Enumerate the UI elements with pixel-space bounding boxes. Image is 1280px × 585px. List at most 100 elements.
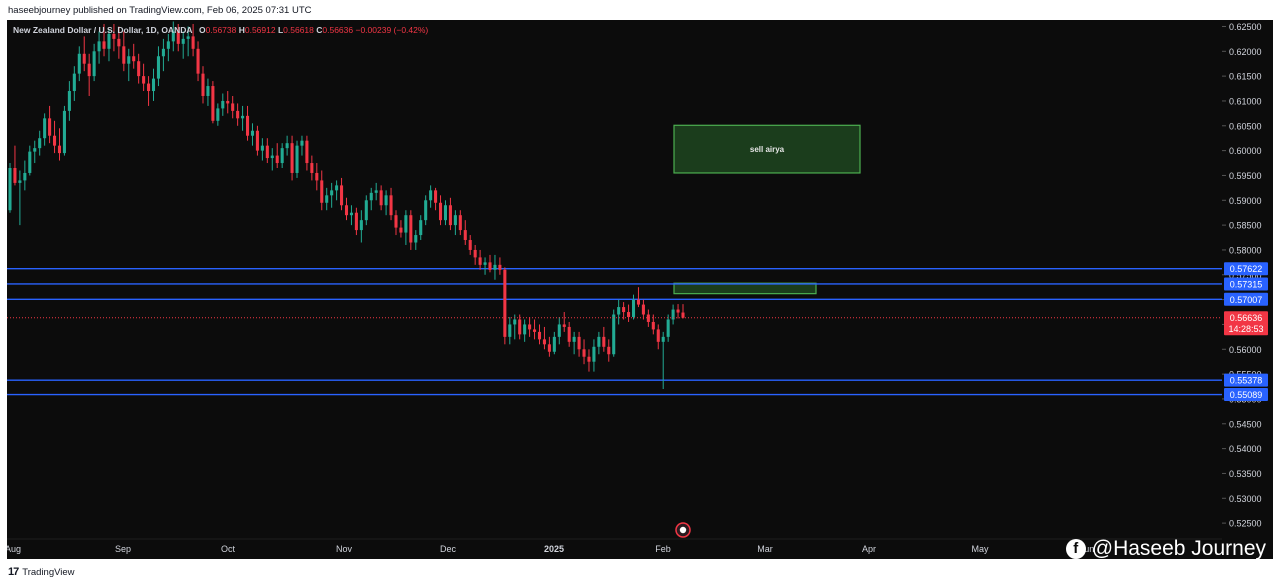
candle-body xyxy=(112,33,116,39)
candle-body xyxy=(221,100,225,109)
candle-body xyxy=(607,346,611,355)
candle-body xyxy=(443,205,448,221)
candle-body xyxy=(107,33,111,49)
candle-body xyxy=(67,91,71,111)
candle-body xyxy=(354,212,358,231)
candle-body xyxy=(241,115,245,119)
x-tick-label: 2025 xyxy=(544,544,564,554)
candle-body xyxy=(310,163,314,173)
candle-body xyxy=(359,220,363,231)
candle-body xyxy=(33,148,37,152)
candle-body xyxy=(414,235,418,243)
tradingview-logo-icon: 17 xyxy=(8,566,19,578)
candle-body xyxy=(369,192,373,201)
candle-body xyxy=(280,148,284,164)
tradingview-logo[interactable]: 17 TradingView xyxy=(8,566,75,578)
candle-body xyxy=(468,240,472,250)
candle-body xyxy=(671,309,675,320)
candle-body xyxy=(142,76,146,84)
candle-body xyxy=(537,331,542,340)
y-tick-label: 0.59000 xyxy=(1229,196,1262,206)
candle-body xyxy=(641,304,645,315)
ohlc-value: 0.56738 xyxy=(206,25,239,35)
ohlc-change: −0.00239 (−0.42%) xyxy=(355,25,428,35)
y-tick-label: 0.62000 xyxy=(1229,47,1262,57)
candle-body xyxy=(216,108,220,121)
candle-body xyxy=(503,269,507,337)
candle-body xyxy=(285,143,289,149)
candle-body xyxy=(87,63,91,77)
y-tick-label: 0.53000 xyxy=(1229,494,1262,504)
candle-body xyxy=(265,145,269,159)
level-price-tag xyxy=(1224,373,1268,387)
candle-body xyxy=(161,48,165,57)
candle-body xyxy=(622,307,626,313)
candle-body xyxy=(547,344,551,352)
candle-body xyxy=(542,339,546,345)
candle-body xyxy=(458,215,462,231)
watermark-text: @Haseeb Journey xyxy=(1091,537,1266,560)
candle-body xyxy=(666,319,670,337)
ohlc-value: 0.56912 xyxy=(245,25,278,35)
candle-body xyxy=(18,180,22,183)
level-price-tag xyxy=(1224,277,1268,291)
footer-bar xyxy=(0,559,1280,585)
candle-body xyxy=(176,31,180,44)
countdown-label: 14:28:53 xyxy=(1228,324,1263,334)
y-tick-label: 0.61500 xyxy=(1229,72,1262,82)
x-tick-label: Jun xyxy=(1080,544,1095,554)
candle-body xyxy=(562,324,566,327)
candle-body xyxy=(255,130,259,151)
candle-body xyxy=(82,53,86,64)
candle-body xyxy=(424,200,428,221)
candle-body xyxy=(320,180,324,203)
candle-body xyxy=(676,309,680,313)
candle-body xyxy=(483,262,487,265)
y-tick-label: 0.56000 xyxy=(1229,345,1262,355)
candle-body xyxy=(488,262,492,270)
candle-body xyxy=(419,220,423,236)
chart-area[interactable]: 0.62500 0.62000 0.61500 0.61000 0.60500 0.600… xyxy=(7,20,1273,559)
candle-body xyxy=(567,326,571,342)
candle-body xyxy=(181,38,185,44)
level-price-label: 0.57007 xyxy=(1230,295,1263,305)
candle-body xyxy=(92,51,96,77)
candle-body xyxy=(28,151,32,173)
candle-body xyxy=(409,215,413,243)
price-chart[interactable]: 0.62500 0.62000 0.61500 0.61000 0.60500 0.600… xyxy=(7,20,1273,559)
level-price-tag xyxy=(1224,388,1268,402)
y-tick-label: 0.58000 xyxy=(1229,245,1262,255)
facebook-icon: f xyxy=(1065,539,1086,559)
candle-body xyxy=(528,324,532,330)
y-tick-label: 0.54500 xyxy=(1229,419,1262,429)
candle-body xyxy=(211,86,215,121)
symbol-title: New Zealand Dollar / U.S. Dollar, 1D, OA… xyxy=(13,25,192,35)
ohlc-key: L xyxy=(278,25,283,35)
sell-zone-box[interactable] xyxy=(673,124,861,174)
candle-body xyxy=(275,155,279,164)
candle-body xyxy=(533,329,537,332)
candle-body xyxy=(72,73,76,92)
publish-header: haseebjourney published on TradingView.c… xyxy=(0,0,1280,20)
candle-body xyxy=(77,53,81,74)
candle-body xyxy=(295,145,299,173)
candle-body xyxy=(53,135,57,146)
candle-body xyxy=(48,118,52,136)
ohlc-legend: O0.56738 H0.56912 L0.56618 C0.56636 −0.0… xyxy=(199,25,428,35)
candle-body xyxy=(349,212,353,216)
candle-body xyxy=(661,336,665,342)
y-tick-label: 0.60500 xyxy=(1229,121,1262,131)
candle-body xyxy=(478,257,482,265)
y-tick-label: 0.58500 xyxy=(1229,221,1262,231)
ohlc-value: 0.56636 xyxy=(322,25,355,35)
resistance-zone-box[interactable] xyxy=(673,282,817,295)
candle-body xyxy=(577,336,581,350)
candle-body xyxy=(13,168,17,183)
candle-body xyxy=(453,215,457,226)
candle-body xyxy=(627,312,631,317)
candle-body xyxy=(191,36,195,49)
candle-body xyxy=(602,336,606,347)
ohlc-value: 0.56618 xyxy=(283,25,316,35)
candle-body xyxy=(523,324,527,335)
candle-body xyxy=(636,299,640,305)
